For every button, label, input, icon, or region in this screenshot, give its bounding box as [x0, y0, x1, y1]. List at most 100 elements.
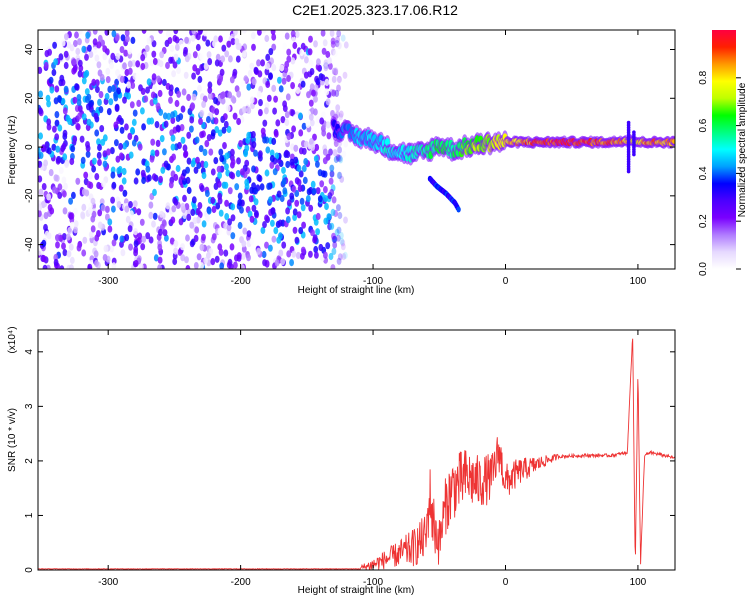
noise-cell	[334, 40, 340, 48]
noise-cell	[63, 50, 69, 58]
noise-cell	[233, 261, 238, 269]
noise-cell	[315, 212, 321, 221]
noise-cell	[292, 213, 297, 221]
noise-cell	[102, 254, 108, 262]
noise-cell	[131, 139, 137, 147]
noise-cell	[189, 125, 194, 133]
noise-cell	[262, 119, 268, 127]
noise-cell	[297, 184, 303, 193]
noise-cell	[190, 102, 196, 110]
noise-cell	[232, 112, 238, 120]
noise-cell	[227, 187, 233, 195]
noise-cell	[305, 120, 311, 128]
noise-cell	[63, 85, 69, 93]
noise-cell	[75, 123, 81, 131]
noise-cell	[171, 70, 177, 78]
noise-cell	[337, 75, 342, 84]
noise-cell	[96, 41, 102, 49]
noise-cell	[307, 48, 313, 56]
noise-cell	[173, 198, 179, 206]
noise-cell	[62, 249, 68, 257]
noise-cell	[44, 141, 50, 149]
noise-cell	[108, 98, 114, 106]
noise-cell	[219, 68, 225, 76]
noise-cell	[319, 92, 324, 100]
noise-cell	[244, 178, 250, 186]
noise-cell	[251, 204, 257, 212]
noise-cell	[167, 36, 173, 45]
noise-cell	[327, 57, 332, 65]
noise-cell	[69, 221, 75, 229]
noise-cell	[182, 144, 188, 152]
x-tick-label: 100	[630, 577, 647, 588]
snr-line	[38, 338, 675, 570]
noise-cell	[198, 30, 203, 35]
noise-cell	[70, 145, 76, 153]
noise-cell	[242, 30, 247, 34]
noise-cell	[230, 38, 236, 46]
noise-cell	[303, 158, 309, 166]
noise-cell	[69, 212, 75, 220]
noise-cell	[88, 231, 94, 239]
noise-cell	[174, 36, 180, 44]
noise-cell	[151, 220, 156, 228]
noise-cell	[90, 197, 96, 205]
noise-cell	[265, 53, 271, 62]
noise-cell	[145, 165, 151, 173]
noise-cell	[69, 44, 75, 52]
x-tick-label: 0	[503, 276, 509, 287]
noise-cell	[78, 30, 83, 35]
noise-cell	[331, 247, 337, 255]
noise-cell	[172, 257, 178, 266]
noise-cell	[281, 77, 287, 85]
noise-cell	[286, 48, 292, 56]
noise-cell	[61, 233, 67, 241]
noise-cell	[230, 172, 236, 180]
noise-cell	[148, 236, 154, 244]
noise-cell	[241, 50, 247, 58]
noise-cell	[158, 30, 163, 34]
noise-cell	[168, 96, 173, 104]
noise-cell	[291, 185, 297, 193]
noise-cell	[206, 251, 211, 260]
noise-cell	[210, 258, 216, 266]
noise-cell	[337, 42, 342, 50]
noise-cell	[311, 187, 317, 195]
noise-cell	[93, 250, 99, 258]
noise-cell	[124, 123, 129, 131]
noise-cell	[181, 169, 187, 177]
noise-cell	[90, 215, 96, 223]
noise-cell	[179, 43, 185, 51]
noise-cell	[171, 205, 177, 213]
noise-cell	[300, 246, 306, 254]
noise-cell	[97, 143, 102, 152]
noise-cell	[60, 97, 66, 105]
noise-cell	[63, 182, 68, 190]
noise-cell	[81, 203, 87, 211]
noise-cell	[57, 183, 63, 191]
noise-cell	[182, 194, 187, 202]
noise-cell	[262, 221, 267, 229]
noise-cell	[170, 216, 176, 224]
colorbar-tick-label: 0.4	[698, 166, 709, 180]
noise-cell	[149, 117, 155, 125]
noise-cell	[293, 156, 299, 164]
noise-cell	[73, 39, 78, 48]
noise-cell	[269, 155, 275, 163]
noise-cell	[207, 86, 213, 94]
noise-cell	[192, 217, 198, 225]
noise-cell	[227, 91, 233, 99]
noise-cell	[180, 202, 186, 211]
noise-cell	[221, 44, 227, 52]
noise-cell	[253, 149, 258, 157]
noise-cell	[43, 159, 48, 167]
noise-cell	[98, 91, 104, 99]
noise-cell	[300, 204, 306, 212]
noise-cell	[246, 83, 252, 91]
y-tick-label: -20	[24, 188, 35, 203]
noise-cell	[114, 78, 119, 86]
noise-cell	[237, 192, 243, 200]
noise-cell	[262, 136, 267, 144]
noise-cell	[85, 150, 91, 158]
noise-cell	[228, 55, 233, 63]
